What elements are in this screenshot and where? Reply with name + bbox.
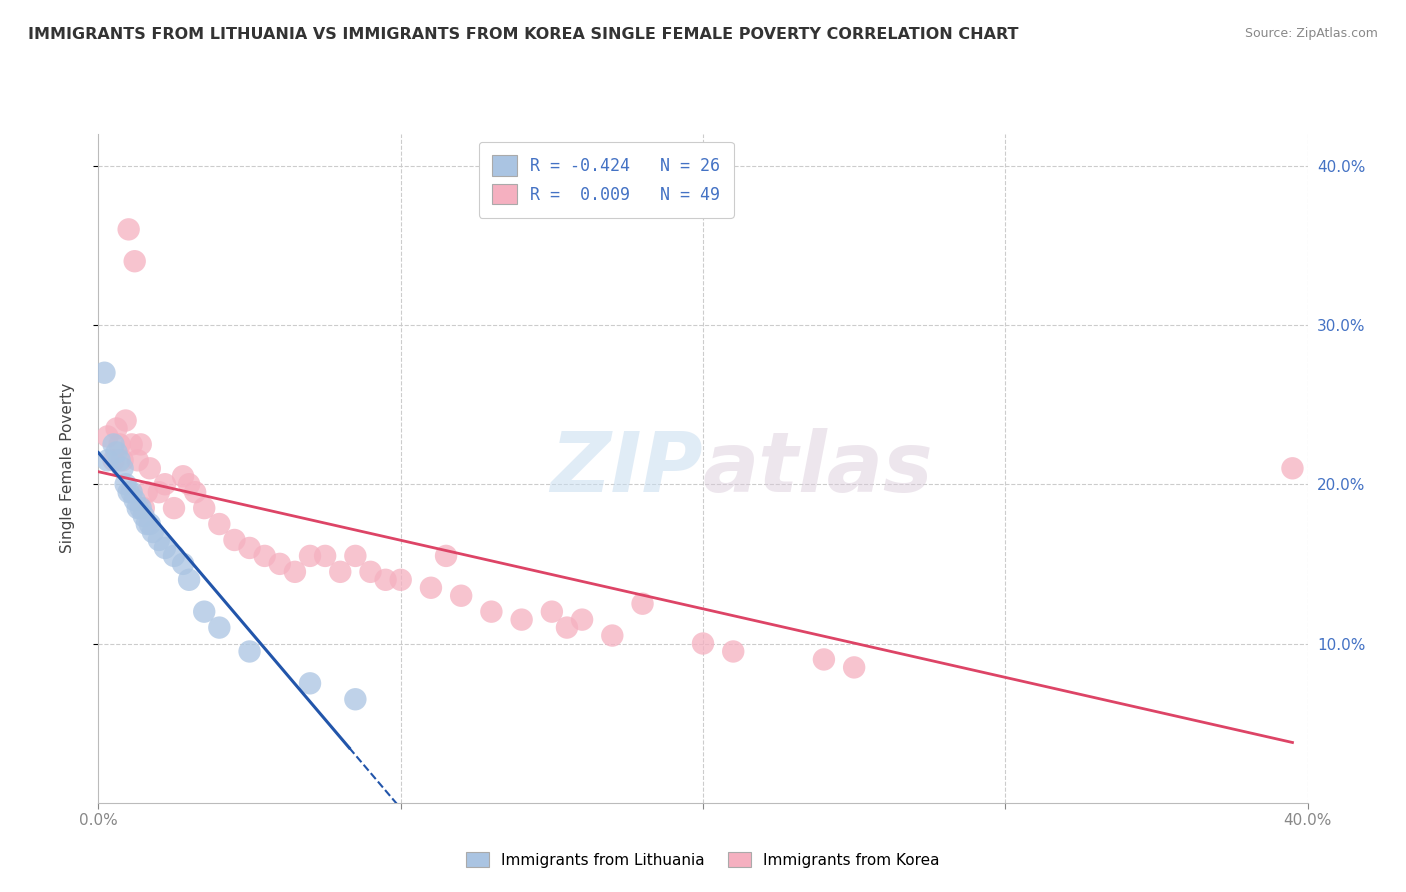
Point (284, 565, 307, 579)
Point (193, 501, 215, 516)
Point (344, 549, 367, 563)
Point (172, 557, 194, 571)
Point (139, 461, 162, 475)
Text: atlas: atlas (703, 428, 934, 508)
Point (239, 541, 262, 555)
Point (103, 453, 125, 467)
Point (127, 501, 149, 516)
Point (299, 676, 322, 690)
Point (813, 652, 835, 666)
Point (344, 692, 367, 706)
Point (127, 453, 149, 467)
Point (374, 573, 396, 587)
Point (540, 605, 562, 619)
Point (135, 485, 157, 500)
Point (108, 437, 131, 451)
Point (105, 445, 128, 459)
Point (224, 533, 246, 547)
Legend: R = -0.424   N = 26, R =  0.009   N = 49: R = -0.424 N = 26, R = 0.009 N = 49 (479, 142, 734, 218)
Point (103, 437, 125, 451)
Point (723, 644, 745, 658)
Point (139, 517, 162, 532)
Point (172, 469, 194, 483)
Point (118, 222, 141, 236)
Point (314, 549, 336, 563)
Point (193, 605, 215, 619)
Point (132, 509, 155, 524)
Point (602, 628, 624, 642)
Text: ZIP: ZIP (550, 428, 703, 508)
Point (253, 549, 276, 563)
Point (111, 461, 134, 475)
Point (148, 533, 170, 547)
Point (153, 477, 176, 491)
Text: IMMIGRANTS FROM LITHUANIA VS IMMIGRANTS FROM KOREA SINGLE FEMALE POVERTY CORRELA: IMMIGRANTS FROM LITHUANIA VS IMMIGRANTS … (28, 27, 1018, 42)
Point (450, 589, 472, 603)
Point (163, 501, 186, 516)
Point (142, 524, 165, 539)
Point (208, 517, 231, 532)
Point (389, 573, 412, 587)
Point (179, 573, 201, 587)
Point (329, 565, 352, 579)
Point (111, 453, 134, 467)
Point (114, 477, 136, 491)
Point (148, 485, 170, 500)
Point (208, 621, 231, 635)
Point (481, 605, 503, 619)
Point (114, 413, 136, 427)
Point (299, 549, 322, 563)
Point (239, 644, 262, 658)
Point (118, 485, 141, 500)
Point (571, 613, 593, 627)
Point (153, 541, 176, 555)
Point (124, 493, 146, 508)
Point (135, 517, 157, 532)
Text: Source: ZipAtlas.com: Source: ZipAtlas.com (1244, 27, 1378, 40)
Point (105, 421, 128, 435)
Point (184, 485, 207, 500)
Point (555, 621, 578, 635)
Point (132, 501, 155, 516)
Point (129, 501, 152, 516)
Point (179, 477, 201, 491)
Point (692, 636, 714, 650)
Y-axis label: Single Female Poverty: Single Female Poverty (60, 384, 75, 553)
Point (434, 549, 457, 563)
Point (163, 549, 186, 563)
Point (121, 485, 143, 500)
Legend: Immigrants from Lithuania, Immigrants from Korea: Immigrants from Lithuania, Immigrants fr… (458, 844, 948, 875)
Point (1281, 461, 1303, 475)
Point (93, 366, 115, 380)
Point (360, 565, 382, 579)
Point (420, 581, 443, 595)
Point (96, 429, 118, 443)
Point (124, 254, 146, 268)
Point (121, 437, 143, 451)
Point (108, 453, 131, 467)
Point (844, 660, 866, 674)
Point (96, 453, 118, 467)
Point (269, 557, 291, 571)
Point (631, 597, 654, 611)
Point (510, 613, 533, 627)
Point (129, 437, 152, 451)
